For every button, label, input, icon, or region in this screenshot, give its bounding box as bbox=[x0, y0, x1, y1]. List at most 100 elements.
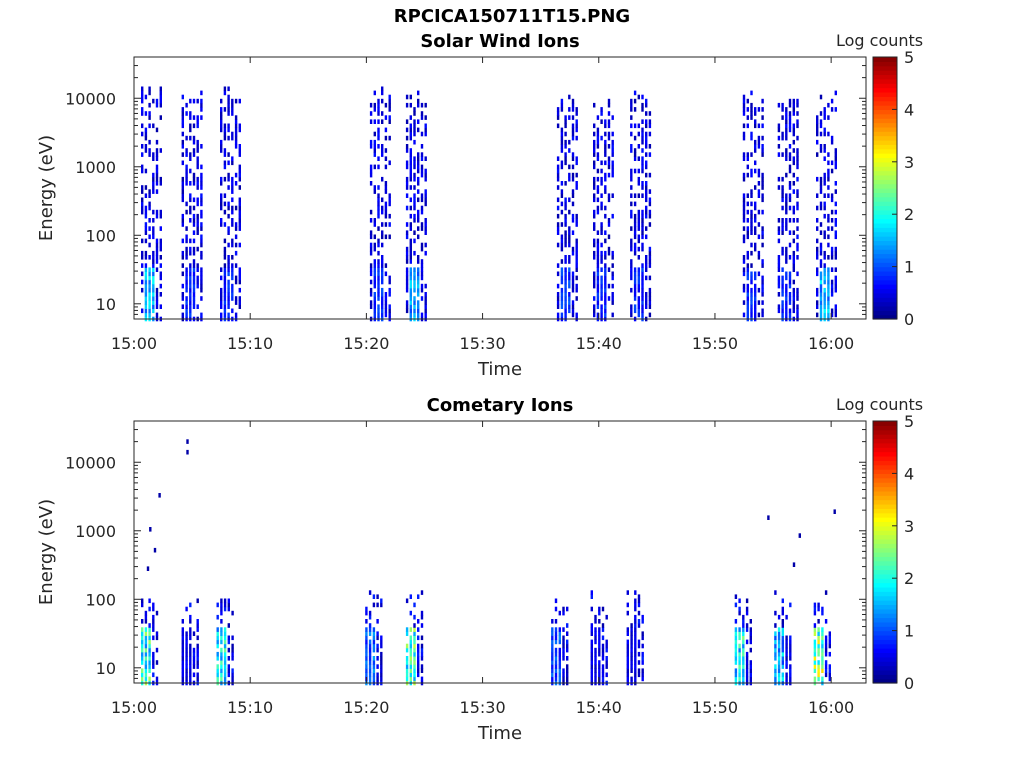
data-bin bbox=[823, 234, 826, 240]
data-bin bbox=[420, 222, 424, 227]
data-bin bbox=[593, 181, 596, 186]
data-bin bbox=[200, 296, 203, 301]
data-bin bbox=[373, 267, 376, 272]
data-bin bbox=[192, 181, 196, 186]
data-bin bbox=[155, 676, 159, 682]
data-bin bbox=[648, 152, 652, 157]
data-bin bbox=[745, 672, 749, 678]
data-bin bbox=[774, 651, 777, 657]
data-bin bbox=[819, 205, 823, 211]
data-bin bbox=[220, 664, 223, 669]
data-bin bbox=[185, 255, 188, 260]
data-bin bbox=[365, 668, 368, 673]
data-bin bbox=[830, 246, 834, 252]
data-bin bbox=[761, 292, 764, 297]
data-bin bbox=[785, 135, 788, 141]
data-bin bbox=[155, 267, 159, 272]
data-bin bbox=[141, 189, 144, 194]
data-bin bbox=[746, 156, 749, 161]
data-bin bbox=[746, 312, 749, 318]
data-bin bbox=[558, 656, 561, 661]
data-bin bbox=[761, 152, 764, 157]
data-bin bbox=[781, 304, 784, 309]
data-bin bbox=[189, 664, 192, 669]
data-bin bbox=[424, 189, 427, 194]
data-bin bbox=[141, 185, 144, 190]
data-bin bbox=[819, 176, 823, 182]
data-bin bbox=[227, 283, 230, 289]
data-bin bbox=[231, 131, 234, 137]
data-bin bbox=[819, 296, 823, 301]
data-bin bbox=[405, 185, 409, 190]
data-bin bbox=[630, 668, 633, 673]
data-bin bbox=[152, 660, 155, 665]
data-bin bbox=[816, 271, 819, 277]
data-bin bbox=[604, 304, 607, 309]
data-bin bbox=[405, 222, 409, 227]
data-bin bbox=[648, 292, 652, 297]
data-bin bbox=[159, 86, 162, 92]
data-bin bbox=[788, 205, 792, 211]
data-bin bbox=[742, 676, 745, 682]
data-bin bbox=[377, 102, 380, 108]
data-bin bbox=[231, 296, 234, 301]
data-bin bbox=[594, 664, 597, 669]
data-bin bbox=[604, 279, 607, 285]
data-bin bbox=[405, 234, 409, 240]
data-bin bbox=[231, 102, 234, 108]
data-bin bbox=[220, 660, 223, 665]
data-bin bbox=[185, 238, 188, 244]
data-bin bbox=[630, 98, 633, 104]
data-bin bbox=[830, 255, 834, 260]
data-bin bbox=[575, 156, 578, 161]
data-bin bbox=[816, 152, 819, 157]
data-bin bbox=[562, 627, 565, 632]
data-bin bbox=[634, 602, 637, 608]
data-bin bbox=[413, 279, 416, 285]
data-bin bbox=[604, 213, 607, 219]
data-bin bbox=[185, 651, 188, 657]
data-bin bbox=[834, 156, 837, 161]
data-bin bbox=[641, 283, 644, 289]
data-bin bbox=[420, 115, 424, 120]
data-bin bbox=[409, 651, 412, 657]
data-bin bbox=[185, 168, 188, 174]
data-bin bbox=[611, 164, 614, 170]
data-bin bbox=[596, 185, 600, 190]
data-bin bbox=[185, 660, 188, 665]
data-bin bbox=[598, 619, 601, 624]
data-bin bbox=[420, 172, 424, 178]
data-bin bbox=[781, 300, 784, 305]
data-bin bbox=[185, 271, 188, 277]
data-bin bbox=[761, 176, 764, 182]
data-bin bbox=[774, 590, 777, 595]
data-bin bbox=[630, 148, 633, 153]
colorbar-band bbox=[873, 634, 897, 640]
data-bin bbox=[424, 115, 427, 120]
data-bin bbox=[633, 267, 637, 272]
data-bin bbox=[630, 267, 633, 272]
data-bin bbox=[750, 209, 753, 215]
data-bin bbox=[152, 218, 155, 223]
data-bin bbox=[601, 672, 605, 678]
data-bin bbox=[417, 287, 420, 293]
data-bin bbox=[607, 102, 611, 108]
data-bin bbox=[827, 242, 830, 248]
data-bin bbox=[181, 651, 184, 657]
data-bin bbox=[413, 156, 416, 161]
data-bin bbox=[381, 209, 384, 215]
data-bin bbox=[148, 115, 151, 120]
data-bin bbox=[231, 651, 234, 657]
data-bin bbox=[388, 119, 391, 124]
data-bin bbox=[200, 287, 203, 293]
colorbar-band bbox=[873, 486, 897, 492]
data-bin bbox=[564, 292, 567, 297]
data-bin bbox=[568, 279, 571, 285]
data-bin bbox=[566, 664, 569, 669]
data-bin bbox=[148, 598, 151, 604]
data-bin bbox=[785, 123, 788, 129]
data-bin bbox=[159, 148, 162, 153]
data-bin bbox=[564, 287, 567, 293]
data-bin bbox=[630, 246, 633, 252]
data-bin bbox=[189, 279, 192, 285]
